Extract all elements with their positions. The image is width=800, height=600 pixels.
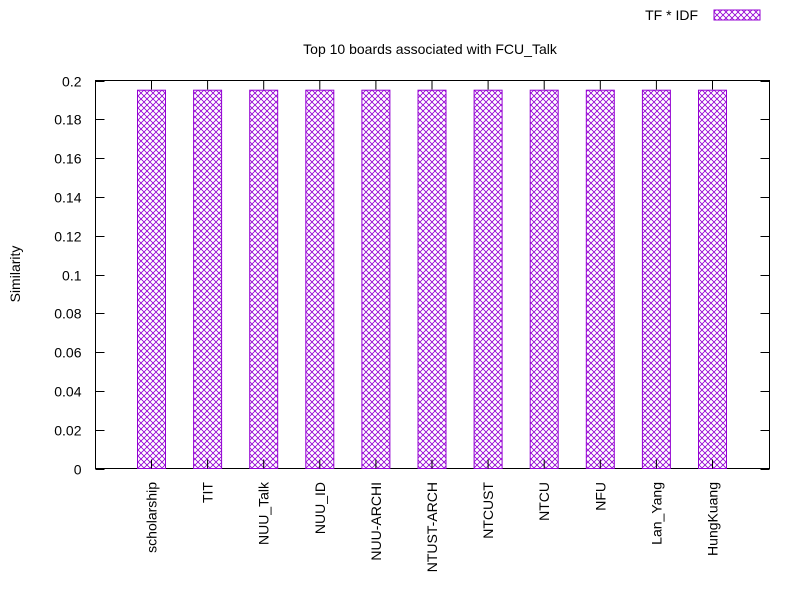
bar: [361, 89, 391, 469]
y-tick: 0.04: [54, 384, 770, 400]
bar: [305, 89, 335, 469]
y-tick: 0.2: [62, 74, 770, 90]
y-tick: 0.18: [54, 112, 770, 128]
bar: [698, 89, 727, 469]
legend-label: TF * IDF: [645, 7, 698, 23]
y-tick: 0.16: [54, 151, 770, 167]
x-axis: scholarship TIT NUU_Talk NUU_ID NUU-ARCHI NTU…: [144, 80, 721, 572]
y-tick: 0.12: [54, 229, 770, 245]
y-tick-label: 0: [74, 462, 82, 478]
x-tick-label: NTCU: [536, 482, 552, 521]
x-tick-label: scholarship: [144, 482, 160, 553]
x-tick-label: NTCUST: [480, 482, 496, 539]
y-tick-label: 0.14: [54, 190, 81, 206]
y-tick: 0.1: [62, 268, 770, 284]
y-tick-label: 0.12: [54, 229, 81, 245]
y-tick-label: 0.04: [54, 384, 81, 400]
bar: [529, 89, 559, 469]
chart-title: Top 10 boards associated with FCU_Talk: [303, 41, 558, 57]
x-tick-label: NUU_Talk: [256, 481, 272, 545]
legend-swatch: [713, 9, 761, 21]
y-tick-label: 0.02: [54, 423, 81, 439]
bar: [585, 89, 615, 469]
x-tick-label: Lan_Yang: [648, 482, 664, 545]
bar: [473, 89, 503, 469]
bars: [137, 89, 727, 469]
y-tick: 0.14: [54, 190, 770, 206]
y-tick: 0: [74, 462, 770, 478]
y-tick: 0.06: [54, 345, 770, 361]
x-tick-label: NUU_ID: [312, 482, 328, 534]
y-tick: 0.02: [54, 423, 770, 439]
x-tick-label: TIT: [200, 482, 216, 503]
x-tick-label: NUU-ARCHI: [368, 482, 384, 561]
legend: TF * IDF: [645, 7, 761, 23]
y-tick-label: 0.06: [54, 345, 81, 361]
y-tick-label: 0.1: [62, 268, 82, 284]
x-tick-label: NFU: [592, 482, 608, 511]
y-tick-label: 0.18: [54, 112, 81, 128]
y-tick-label: 0.08: [54, 306, 81, 322]
y-tick: 0.08: [54, 306, 770, 322]
bar: [417, 89, 447, 469]
y-axis: 0 0.02 0.04 0.06 0.08 0.1 0.12 0.14 0.16 0.18 0.2: [54, 74, 770, 478]
bar: [249, 89, 279, 469]
bar: [137, 89, 166, 469]
y-axis-label: Similarity: [7, 246, 23, 303]
bar: [641, 89, 671, 469]
x-tick-label: HungKuang: [705, 482, 721, 556]
bar: [193, 89, 223, 469]
x-tick-label: NTUST-ARCH: [424, 482, 440, 572]
y-tick-label: 0.2: [62, 74, 82, 90]
y-tick-label: 0.16: [54, 151, 81, 167]
